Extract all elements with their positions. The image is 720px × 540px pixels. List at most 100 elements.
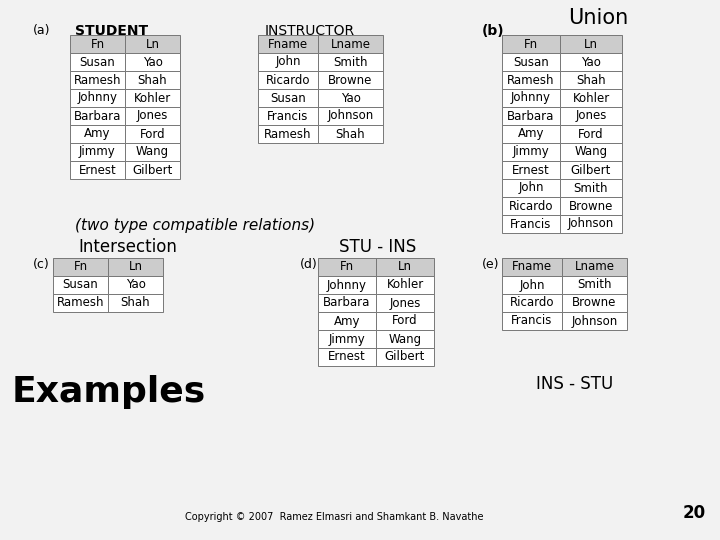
Text: John: John xyxy=(519,279,545,292)
Text: Johnny: Johnny xyxy=(78,91,117,105)
Text: Francis: Francis xyxy=(510,218,552,231)
Bar xyxy=(258,53,318,71)
Text: Jimmy: Jimmy xyxy=(328,333,365,346)
Text: Gilbert: Gilbert xyxy=(571,164,611,177)
Text: Union: Union xyxy=(568,8,628,28)
Bar xyxy=(258,35,318,53)
Bar xyxy=(70,161,125,179)
Bar xyxy=(53,258,108,276)
Bar xyxy=(125,53,180,71)
Text: Shah: Shah xyxy=(576,73,606,86)
Bar xyxy=(318,258,376,276)
Text: Ramesh: Ramesh xyxy=(264,127,312,140)
Text: Wang: Wang xyxy=(388,333,422,346)
Text: Yao: Yao xyxy=(581,56,601,69)
Text: (a): (a) xyxy=(33,24,50,37)
Bar xyxy=(560,125,622,143)
Text: Francis: Francis xyxy=(267,110,309,123)
Text: Francis: Francis xyxy=(511,314,553,327)
Bar xyxy=(502,89,560,107)
Text: Ernest: Ernest xyxy=(512,164,550,177)
Bar xyxy=(562,294,627,312)
Text: Yao: Yao xyxy=(143,56,163,69)
Text: Kohler: Kohler xyxy=(134,91,171,105)
Bar xyxy=(562,258,627,276)
Bar xyxy=(108,294,163,312)
Text: Wang: Wang xyxy=(136,145,169,159)
Text: Fname: Fname xyxy=(512,260,552,273)
Bar xyxy=(318,276,376,294)
Text: STUDENT: STUDENT xyxy=(75,24,148,38)
Text: Ln: Ln xyxy=(128,260,143,273)
Text: Ramesh: Ramesh xyxy=(508,73,554,86)
Bar xyxy=(318,330,376,348)
Bar xyxy=(70,107,125,125)
Bar xyxy=(502,53,560,71)
Bar xyxy=(258,89,318,107)
Text: INS - STU: INS - STU xyxy=(536,375,613,393)
Text: Barbara: Barbara xyxy=(508,110,554,123)
Text: Susan: Susan xyxy=(270,91,306,105)
Bar xyxy=(318,125,383,143)
Bar xyxy=(70,71,125,89)
Text: Fname: Fname xyxy=(268,37,308,51)
Text: Fn: Fn xyxy=(73,260,88,273)
Bar xyxy=(376,258,434,276)
Text: Jimmy: Jimmy xyxy=(79,145,116,159)
Text: Lname: Lname xyxy=(575,260,614,273)
Text: Intersection: Intersection xyxy=(78,238,177,256)
Text: Ford: Ford xyxy=(392,314,418,327)
Bar xyxy=(125,35,180,53)
Text: Kohler: Kohler xyxy=(572,91,610,105)
Text: (two type compatible relations): (two type compatible relations) xyxy=(75,218,315,233)
Bar xyxy=(502,107,560,125)
Bar xyxy=(376,276,434,294)
Bar xyxy=(502,197,560,215)
Bar xyxy=(318,53,383,71)
Text: Browne: Browne xyxy=(328,73,373,86)
Text: Shah: Shah xyxy=(336,127,365,140)
Bar xyxy=(258,71,318,89)
Text: John: John xyxy=(275,56,301,69)
Text: Jones: Jones xyxy=(575,110,607,123)
Bar xyxy=(376,330,434,348)
Bar xyxy=(108,276,163,294)
Text: Smith: Smith xyxy=(333,56,368,69)
Text: Yao: Yao xyxy=(341,91,361,105)
Text: Examples: Examples xyxy=(12,375,206,409)
Text: Wang: Wang xyxy=(575,145,608,159)
Bar xyxy=(502,71,560,89)
Bar xyxy=(318,35,383,53)
Bar xyxy=(560,53,622,71)
Text: Johnson: Johnson xyxy=(568,218,614,231)
Bar xyxy=(502,161,560,179)
Text: Ln: Ln xyxy=(398,260,412,273)
Bar xyxy=(125,143,180,161)
Text: Amy: Amy xyxy=(334,314,360,327)
Text: John: John xyxy=(518,181,544,194)
Bar xyxy=(502,179,560,197)
Bar xyxy=(318,348,376,366)
Bar xyxy=(318,107,383,125)
Text: Fn: Fn xyxy=(340,260,354,273)
Text: Jimmy: Jimmy xyxy=(513,145,549,159)
Text: Barbara: Barbara xyxy=(74,110,121,123)
Text: Ernest: Ernest xyxy=(78,164,117,177)
Bar xyxy=(70,125,125,143)
Bar xyxy=(560,143,622,161)
Text: Shah: Shah xyxy=(138,73,167,86)
Text: Johnny: Johnny xyxy=(327,279,367,292)
Text: Amy: Amy xyxy=(84,127,111,140)
Text: Fn: Fn xyxy=(524,37,538,51)
Text: Barbara: Barbara xyxy=(323,296,371,309)
Text: Ricardo: Ricardo xyxy=(266,73,310,86)
Text: Ramesh: Ramesh xyxy=(57,296,104,309)
Bar xyxy=(70,35,125,53)
Text: STU - INS: STU - INS xyxy=(339,238,417,256)
Text: Shah: Shah xyxy=(121,296,150,309)
Text: Ricardo: Ricardo xyxy=(510,296,554,309)
Bar xyxy=(125,107,180,125)
Bar xyxy=(318,89,383,107)
Bar xyxy=(560,179,622,197)
Bar xyxy=(125,161,180,179)
